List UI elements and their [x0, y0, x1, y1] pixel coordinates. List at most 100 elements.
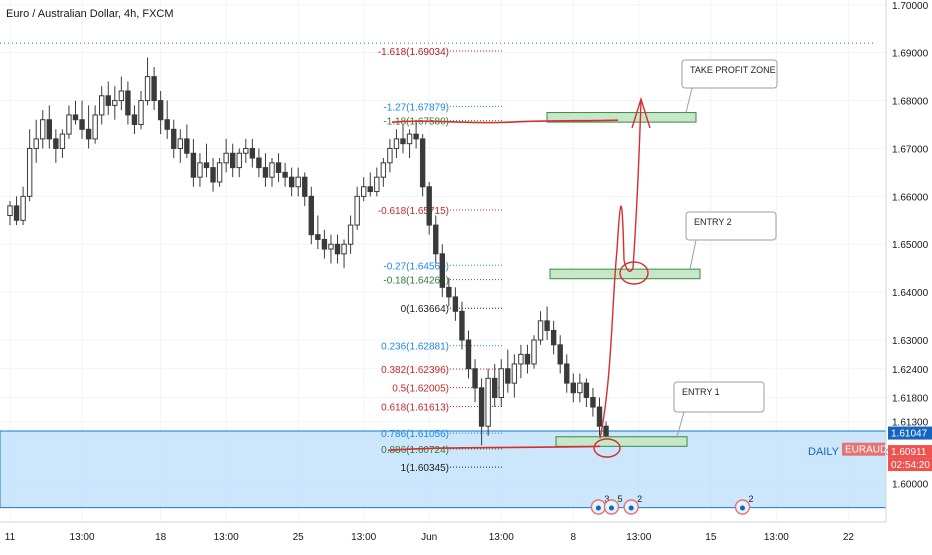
candle-body	[328, 243, 334, 250]
entry-2-zone	[549, 268, 701, 280]
candle-body	[511, 363, 518, 384]
candle-body	[13, 205, 20, 221]
candle-body	[347, 224, 354, 245]
event-marker-3-icon	[628, 505, 634, 511]
candle-body	[354, 195, 360, 226]
candle-body	[393, 138, 400, 149]
fib-level-label: 0.786(1.61056)	[381, 429, 449, 440]
symbol-tag: EURAUD	[845, 445, 887, 456]
candle-body	[544, 320, 550, 331]
callout-pointer	[685, 87, 693, 113]
price-tick-label: 1.70000	[892, 1, 929, 12]
candle-body	[203, 162, 210, 169]
callout-pointer	[689, 239, 697, 270]
candle-body	[472, 368, 478, 389]
candle-body	[374, 176, 380, 193]
candle-body	[26, 147, 33, 197]
candle-body	[223, 152, 229, 164]
candle-body	[125, 90, 131, 116]
candle-body	[249, 147, 256, 159]
candle-body	[275, 162, 282, 173]
candle-body	[269, 162, 275, 178]
candle-body	[564, 363, 570, 384]
event-marker-2-icon	[609, 505, 614, 511]
candle-body	[144, 76, 151, 102]
candle-body	[406, 133, 413, 145]
candle-body	[53, 138, 59, 149]
price-tick-label: 1.64000	[892, 288, 929, 299]
candle-body	[590, 396, 596, 408]
candle-body	[256, 157, 262, 169]
price-tick-label: 1.67000	[892, 144, 929, 155]
candle-body	[79, 119, 85, 130]
time-tick-label: 13:00	[70, 532, 95, 543]
fib-level-label: 1(1.60345)	[401, 463, 449, 474]
candle-body	[171, 128, 177, 149]
candle-body	[138, 100, 144, 126]
candle-body	[46, 119, 52, 140]
time-tick-label: 15	[705, 532, 717, 543]
time-tick-label: 22	[843, 532, 855, 543]
candle-body	[531, 339, 537, 365]
price-tick-label: 1.62400	[892, 365, 929, 376]
fib-level-label: 0.382(1.62396)	[381, 365, 449, 376]
entry-1-zone	[555, 436, 688, 447]
candle-body	[603, 425, 609, 437]
candle-body	[524, 353, 531, 365]
time-tick-label: 11	[5, 532, 16, 543]
arrow-head	[631, 96, 651, 129]
price-tick-label: 1.66000	[892, 192, 929, 203]
candle-body	[334, 243, 341, 255]
hand-drawn-annotations	[387, 96, 651, 458]
candle-body	[40, 119, 46, 140]
candle-body	[105, 95, 111, 106]
fib-level-label: -0.27(1.64560)	[383, 261, 449, 272]
candle-body	[505, 368, 511, 384]
time-tick-label: Jun	[421, 532, 437, 543]
candle-body	[151, 76, 157, 102]
candle-body	[400, 138, 406, 145]
symbol-tag-box	[842, 442, 885, 456]
candle-body	[92, 114, 98, 140]
candle-body	[302, 176, 308, 197]
price-tick-label: 1.69000	[892, 49, 929, 60]
candle-body	[361, 186, 367, 197]
fib-level-label: 0(1.63664)	[401, 304, 449, 315]
entry-1-circle	[593, 438, 621, 458]
countdown-box	[888, 458, 932, 472]
countdown: 02:54:20	[891, 460, 930, 471]
candle-body	[380, 162, 387, 178]
candle-body	[459, 310, 465, 341]
time-tick-label: 18	[155, 532, 167, 543]
take-profit-trendline	[391, 119, 619, 124]
entry-path-arrow	[599, 101, 642, 439]
daily-support-zone	[0, 430, 887, 509]
price-tick-label: 1.61800	[892, 393, 929, 404]
candle-body	[446, 286, 452, 298]
candle-body	[478, 387, 485, 427]
candle-body	[367, 186, 373, 193]
last-price: 1.60911	[891, 447, 927, 458]
candle-body	[112, 100, 118, 106]
price-axis[interactable]: 1.70000 1.69000 1.68000 1.67000 1.66000 1.650…	[885, 0, 929, 550]
price-tick-label: 1.68000	[892, 97, 929, 108]
candle-body	[288, 176, 295, 188]
candle-body	[190, 152, 197, 178]
time-axis[interactable]: 11 13:00 18 13:00 25 13:00 Jun 13:00 8 13:00 15 13:…	[0, 521, 932, 550]
candle-body	[295, 176, 301, 188]
candle-body	[498, 368, 504, 398]
time-tick-label: 8	[571, 532, 577, 543]
candle-body	[164, 119, 170, 130]
candle-body	[596, 406, 603, 427]
candle-body	[262, 167, 269, 178]
candle-body	[518, 353, 524, 365]
fib-level-label: 0.886(1.60724)	[381, 445, 449, 456]
time-tick-label: 13:00	[214, 532, 239, 543]
candle-body	[492, 377, 498, 398]
candle-body	[308, 195, 315, 236]
time-axis-background	[0, 522, 932, 550]
candle-body	[557, 344, 563, 365]
candle-body	[33, 138, 39, 149]
fib-level-label: -1.618(1.69034)	[378, 47, 449, 58]
